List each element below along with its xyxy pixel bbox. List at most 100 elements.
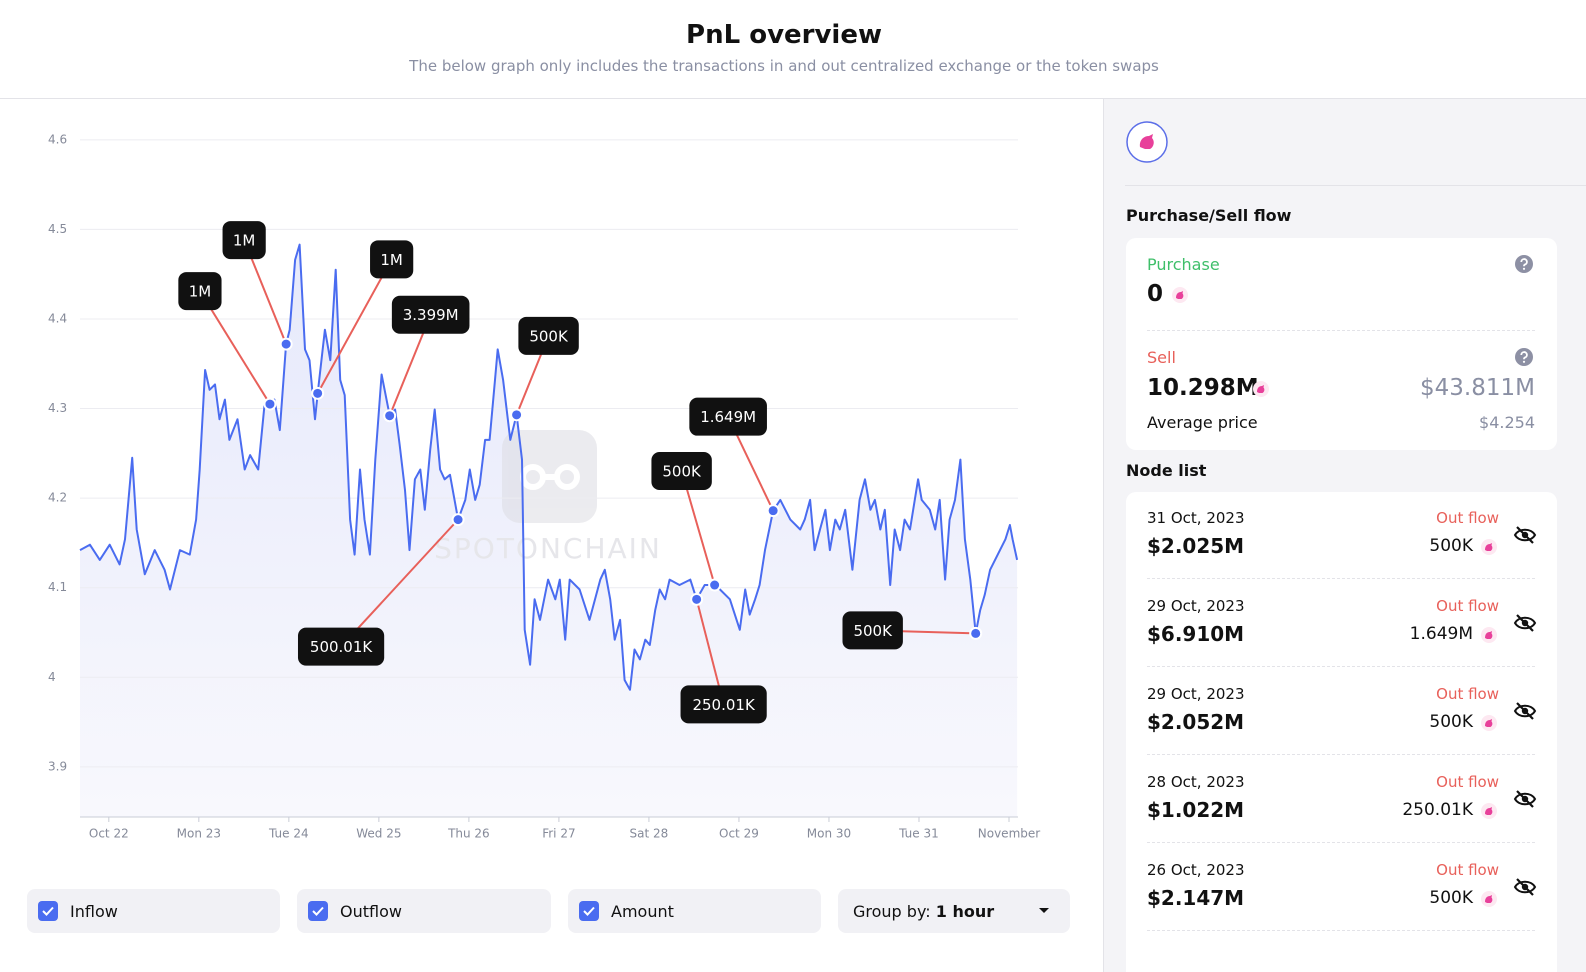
node-flow: Out flow: [1436, 861, 1499, 879]
divider: [1147, 842, 1535, 843]
node-date: 28 Oct, 2023: [1147, 773, 1245, 791]
flow-label-box: [370, 240, 414, 279]
node-value: $6.910M: [1147, 622, 1245, 646]
flow-marker: [766, 504, 780, 518]
flow-marker: [708, 578, 722, 592]
node-value: $2.025M: [1147, 534, 1245, 558]
node-value: $2.147M: [1147, 886, 1245, 910]
outflow-checkbox[interactable]: Outflow: [297, 889, 551, 933]
x-tick-label: Oct 22: [89, 827, 129, 841]
amount-checkbox[interactable]: Amount: [568, 889, 821, 933]
flow-label: 500.01K: [310, 638, 373, 656]
flow-marker: [969, 626, 983, 640]
checkbox-label: Amount: [611, 901, 674, 921]
divider: [1147, 666, 1535, 667]
divider: [1147, 578, 1535, 579]
flow-label: 3.399M: [403, 306, 459, 324]
node-value: $1.022M: [1147, 798, 1245, 822]
eye-slash: [1516, 790, 1534, 808]
flow-label-box: [222, 221, 266, 260]
inflow-checkbox[interactable]: Inflow: [27, 889, 280, 933]
divider: [1147, 754, 1535, 755]
node-amount: 500K: [1429, 536, 1473, 556]
hide-toggle[interactable]: [1513, 613, 1537, 633]
y-tick-label: 4.6: [48, 132, 67, 146]
token-glyph: [1485, 719, 1493, 727]
node-flow: Out flow: [1436, 773, 1499, 791]
token-icon: [1481, 803, 1497, 819]
divider: [1147, 930, 1535, 931]
node-amount: 1.649M: [1409, 624, 1473, 644]
token-icon: [1481, 715, 1497, 731]
token-glyph: [1485, 807, 1493, 815]
node-amount: 500K: [1429, 712, 1473, 732]
flow-marker: [690, 592, 704, 606]
flow-label: 250.01K: [692, 696, 755, 714]
x-tick-label: Wed 25: [356, 827, 401, 841]
watermark-text: SPOTONCHAIN: [434, 532, 662, 565]
eye-slash: [1516, 526, 1534, 544]
token-glyph: [1257, 385, 1265, 393]
flow-marker: [451, 513, 465, 527]
x-tick-label: Fri 27: [542, 827, 575, 841]
section-title: Node list: [1126, 461, 1207, 480]
sell-label: Sell: [1147, 348, 1176, 367]
help-icon[interactable]: [1515, 255, 1533, 273]
avg-price-label: Average price: [1147, 413, 1258, 432]
flow-label: 1M: [189, 283, 212, 301]
purchase-amount: 0: [1147, 281, 1164, 307]
flow-label: 1M: [233, 232, 256, 250]
token-glyph: [1485, 543, 1493, 551]
node-amount: 250.01K: [1402, 800, 1473, 820]
token-icon: [1253, 381, 1269, 397]
x-tick-label: Mon 30: [807, 827, 851, 841]
flow-label-box: [391, 295, 470, 334]
chart: 3.9 4 4.1 4.2 4.3 4.4 4.5 4.6 Oct 22 Mon 23 Tue 24…: [48, 132, 1040, 841]
flow-marker: [510, 408, 524, 422]
token-icon: [1481, 539, 1497, 555]
x-tick-label: Tue 31: [898, 827, 939, 841]
y-tick-label: 4.2: [48, 491, 67, 505]
flow-label: 1.649M: [700, 408, 756, 426]
flow-label: 1M: [380, 251, 403, 269]
y-tick-label: 4.4: [48, 311, 67, 325]
flow-marker: [311, 386, 325, 400]
token-icon: [1481, 627, 1497, 643]
hide-toggle[interactable]: [1513, 789, 1537, 809]
node-date: 29 Oct, 2023: [1147, 597, 1245, 615]
avg-price: $4.254: [1479, 413, 1535, 432]
hide-toggle[interactable]: [1513, 877, 1537, 897]
caret: [1039, 908, 1049, 913]
x-tick-label: Tue 24: [268, 827, 309, 841]
checkbox-label: Inflow: [70, 901, 118, 921]
y-tick-label: 3.9: [48, 759, 67, 773]
node-flow: Out flow: [1436, 685, 1499, 703]
x-tick-label: Oct 29: [719, 827, 759, 841]
page-title: PnL overview: [686, 20, 882, 50]
hide-toggle[interactable]: [1513, 525, 1537, 545]
area: [80, 244, 1018, 818]
node-list: 31 Oct, 2023 $2.025M Out flow 500K 29 Oct, 2…: [1126, 492, 1557, 972]
flow-label: 500K: [529, 327, 569, 345]
sell-usd: $43.811M: [1420, 375, 1535, 401]
node-date: 29 Oct, 2023: [1147, 685, 1245, 703]
y-tick-label: 4.1: [48, 580, 67, 594]
flow-label: 500K: [662, 463, 702, 481]
page-subtitle: The below graph only includes the transa…: [409, 57, 1159, 75]
help-icon[interactable]: [1515, 348, 1533, 366]
flow-marker: [383, 409, 397, 423]
flow-card: Purchase 0 Sell 10.298M $43.811M Average…: [1126, 238, 1557, 450]
token-icon: [1172, 287, 1188, 303]
x-tick-label: Thu 26: [447, 827, 490, 841]
group-by-select[interactable]: Group by: 1 hour: [838, 889, 1070, 933]
help-glyph: [1520, 351, 1528, 360]
purchase-label: Purchase: [1147, 255, 1220, 274]
token-icon: [1481, 891, 1497, 907]
hide-toggle[interactable]: [1513, 701, 1537, 721]
help-bg: [1515, 255, 1533, 273]
sidebar: Purchase/Sell flow Purchase 0 Sell 10.29…: [1103, 99, 1586, 972]
y-tick-label: 4.3: [48, 401, 67, 415]
section-title: Purchase/Sell flow: [1126, 206, 1292, 225]
eye-slash: [1516, 878, 1534, 896]
node-date: 26 Oct, 2023: [1147, 861, 1245, 879]
